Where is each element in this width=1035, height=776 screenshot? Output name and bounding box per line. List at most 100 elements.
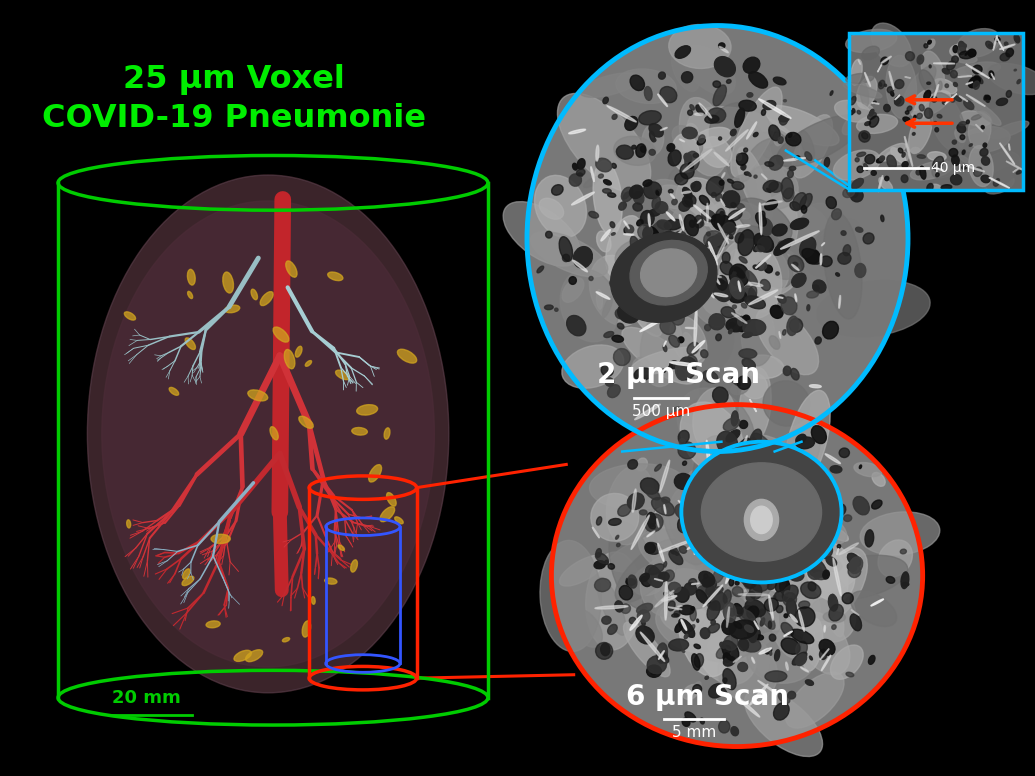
Ellipse shape — [830, 91, 833, 95]
Ellipse shape — [785, 614, 788, 618]
Ellipse shape — [969, 144, 973, 147]
Ellipse shape — [555, 308, 558, 311]
Ellipse shape — [675, 46, 690, 58]
Ellipse shape — [953, 95, 962, 102]
Ellipse shape — [608, 106, 637, 122]
Ellipse shape — [726, 553, 739, 584]
Ellipse shape — [626, 250, 639, 263]
Ellipse shape — [780, 231, 820, 249]
Ellipse shape — [717, 431, 738, 455]
Ellipse shape — [777, 241, 787, 253]
Ellipse shape — [657, 653, 669, 663]
Ellipse shape — [756, 246, 764, 251]
Ellipse shape — [842, 108, 869, 135]
Ellipse shape — [863, 233, 874, 244]
Ellipse shape — [837, 545, 840, 548]
Ellipse shape — [708, 579, 716, 588]
Ellipse shape — [773, 570, 781, 576]
Ellipse shape — [723, 636, 738, 650]
Ellipse shape — [727, 444, 741, 457]
Ellipse shape — [823, 321, 838, 339]
Ellipse shape — [696, 546, 699, 549]
Ellipse shape — [688, 682, 701, 700]
Ellipse shape — [803, 501, 809, 508]
Ellipse shape — [855, 264, 866, 278]
Ellipse shape — [678, 442, 696, 459]
Ellipse shape — [718, 687, 727, 696]
Ellipse shape — [630, 236, 640, 254]
Ellipse shape — [661, 218, 719, 255]
Ellipse shape — [841, 230, 846, 235]
Ellipse shape — [734, 558, 743, 568]
Ellipse shape — [694, 113, 704, 116]
Ellipse shape — [723, 653, 731, 663]
Ellipse shape — [736, 225, 793, 288]
Ellipse shape — [714, 209, 726, 229]
Ellipse shape — [601, 364, 614, 376]
Ellipse shape — [720, 511, 775, 568]
Ellipse shape — [757, 643, 769, 674]
Ellipse shape — [749, 684, 768, 705]
Ellipse shape — [739, 473, 757, 491]
Ellipse shape — [643, 277, 654, 286]
Ellipse shape — [817, 280, 930, 337]
Ellipse shape — [844, 244, 851, 256]
Ellipse shape — [736, 491, 791, 567]
Ellipse shape — [853, 109, 855, 113]
Ellipse shape — [850, 111, 854, 115]
Ellipse shape — [959, 156, 969, 163]
Ellipse shape — [678, 515, 690, 532]
Ellipse shape — [681, 393, 744, 424]
Ellipse shape — [966, 95, 985, 106]
Ellipse shape — [609, 563, 615, 569]
Ellipse shape — [699, 103, 711, 118]
Ellipse shape — [654, 234, 670, 251]
Ellipse shape — [836, 549, 838, 555]
Ellipse shape — [924, 43, 927, 48]
Ellipse shape — [302, 621, 310, 637]
Ellipse shape — [918, 57, 921, 60]
Ellipse shape — [645, 543, 655, 553]
Ellipse shape — [562, 345, 624, 388]
Ellipse shape — [850, 96, 856, 105]
Ellipse shape — [730, 291, 746, 303]
Ellipse shape — [850, 614, 861, 631]
Ellipse shape — [815, 499, 818, 503]
Ellipse shape — [730, 264, 749, 286]
Ellipse shape — [736, 233, 757, 254]
Ellipse shape — [651, 276, 674, 293]
Ellipse shape — [619, 262, 628, 264]
Ellipse shape — [796, 654, 806, 666]
Ellipse shape — [648, 213, 650, 227]
Ellipse shape — [658, 284, 676, 306]
Ellipse shape — [738, 663, 747, 671]
Ellipse shape — [596, 289, 602, 309]
Ellipse shape — [589, 212, 598, 218]
Ellipse shape — [669, 485, 709, 544]
Ellipse shape — [934, 63, 955, 64]
Ellipse shape — [690, 105, 694, 110]
Ellipse shape — [828, 594, 837, 611]
Ellipse shape — [672, 312, 684, 325]
Ellipse shape — [741, 305, 774, 365]
Ellipse shape — [981, 157, 989, 165]
Ellipse shape — [675, 229, 692, 247]
Ellipse shape — [790, 202, 800, 210]
Ellipse shape — [746, 271, 758, 285]
Ellipse shape — [596, 549, 601, 557]
Ellipse shape — [778, 525, 789, 538]
Ellipse shape — [895, 95, 900, 100]
Ellipse shape — [260, 292, 273, 306]
Ellipse shape — [750, 499, 767, 511]
Ellipse shape — [793, 473, 794, 488]
Ellipse shape — [878, 64, 882, 72]
Ellipse shape — [814, 572, 827, 580]
Ellipse shape — [680, 139, 684, 142]
Ellipse shape — [770, 505, 777, 510]
Ellipse shape — [745, 510, 756, 521]
Ellipse shape — [812, 280, 826, 293]
Ellipse shape — [822, 549, 841, 566]
Ellipse shape — [661, 595, 677, 601]
Ellipse shape — [742, 567, 758, 588]
Ellipse shape — [926, 39, 935, 48]
